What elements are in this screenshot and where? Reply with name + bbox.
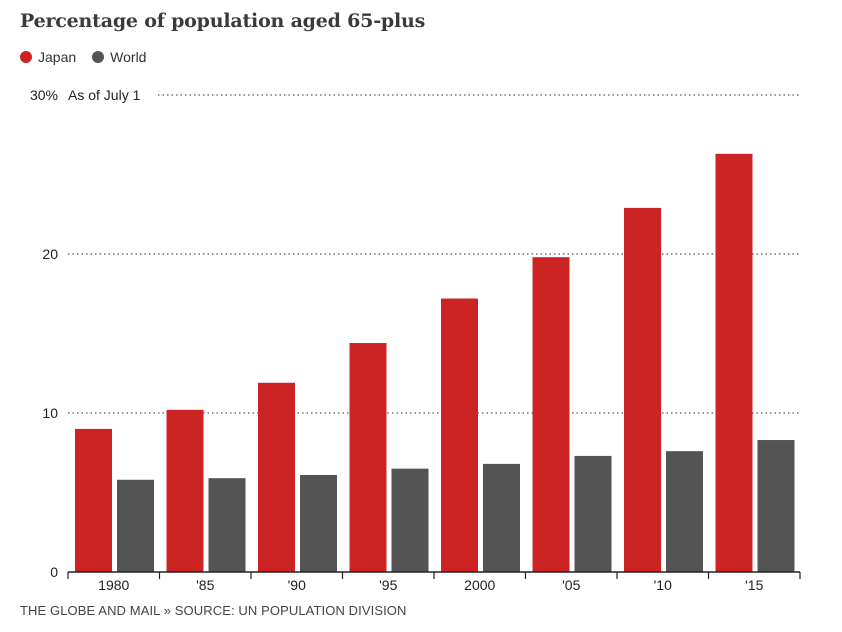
x-tick-label: '95 — [379, 577, 397, 593]
bar-world-7 — [757, 440, 795, 572]
bar-japan-5 — [532, 257, 570, 572]
x-tick-label: '15 — [745, 577, 763, 593]
x-tick-label: 2000 — [464, 577, 495, 593]
x-tick-label: '90 — [288, 577, 306, 593]
legend-item-japan: Japan — [20, 49, 76, 65]
legend-label-japan: Japan — [38, 49, 77, 65]
bar-world-0 — [117, 479, 154, 572]
legend-swatch-world — [92, 51, 105, 63]
legend-swatch-japan — [20, 51, 32, 63]
y-tick-label: 30% — [30, 87, 58, 103]
legend-label-world: World — [110, 49, 147, 65]
bar-japan-2 — [258, 382, 295, 572]
bar-world-5 — [574, 455, 612, 572]
bar-japan-4 — [441, 298, 478, 572]
y-tick-label: 0 — [50, 564, 58, 580]
bar-world-3 — [391, 468, 429, 572]
bar-japan-3 — [349, 343, 387, 572]
bar-world-4 — [483, 463, 520, 572]
bar-world-6 — [666, 451, 703, 572]
y-tick-label: 10 — [42, 405, 58, 421]
chart-title: Percentage of population aged 65-plus — [20, 10, 426, 32]
chart-note: As of July 1 — [68, 87, 141, 103]
legend: Japan World — [20, 49, 162, 65]
x-tick-label: '85 — [196, 577, 214, 593]
x-tick-label: '10 — [654, 577, 672, 593]
bar-japan-0 — [75, 428, 112, 572]
legend-item-world: World — [92, 49, 146, 65]
bar-chart: 0 10 20 30% As of July 1 1980 '85 '90 '95 2000 '05… — [30, 87, 801, 593]
bar-world-1 — [208, 478, 246, 572]
x-tick-label: '05 — [562, 577, 580, 593]
bar-japan-7 — [715, 153, 753, 572]
source-footer: THE GLOBE AND MAIL » SOURCE: UN POPULATI… — [20, 603, 407, 618]
bar-world-2 — [300, 475, 337, 572]
x-tick-label: 1980 — [98, 577, 129, 593]
y-tick-label: 20 — [42, 246, 58, 262]
bar-japan-1 — [166, 409, 204, 572]
bar-japan-6 — [624, 207, 661, 572]
